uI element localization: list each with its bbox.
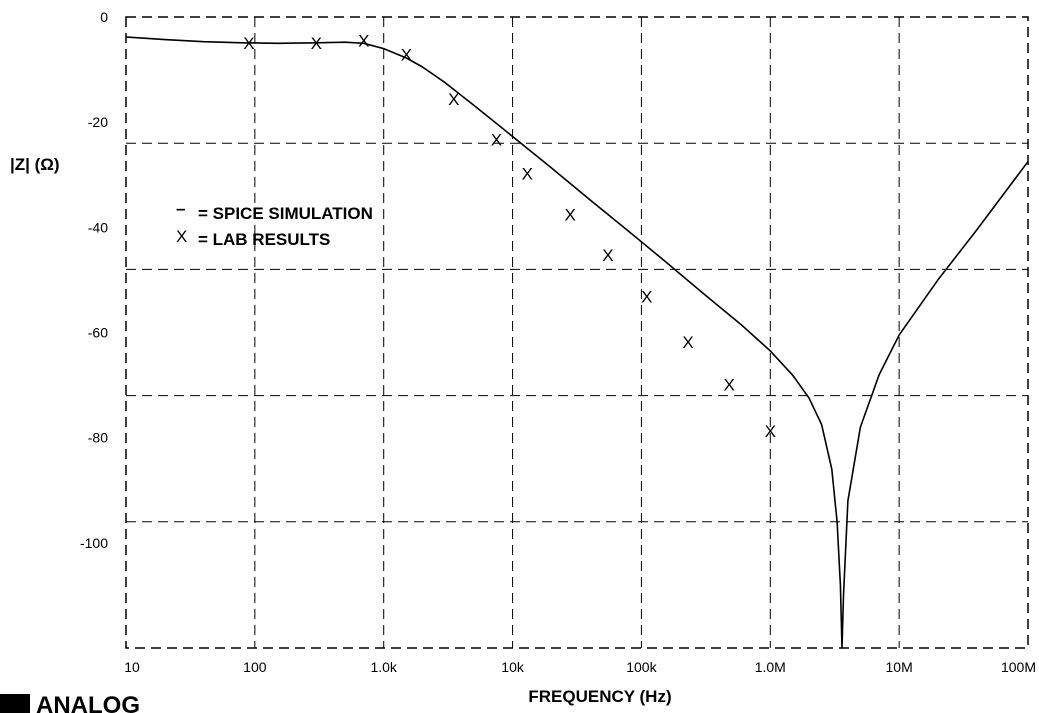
y-tick-label: -100 [80,535,108,551]
y-tick-label: 0 [100,9,108,25]
lab-result-marker: X [243,34,254,53]
lab-result-marker: X [565,206,576,225]
plot-border [125,16,1029,649]
lab-result-marker: X [491,131,502,150]
grid [125,16,1029,649]
x-tick-label: 1.0k [370,659,397,675]
lab-result-marker: X [401,45,412,64]
x-tick-label: 100k [626,659,657,675]
series-layer: X X X X X X X X X X X X X [125,32,1029,649]
x-tick-label: 1.0M [755,659,786,675]
lab-result-marker: X [682,333,693,352]
legend-symbol-line: – [176,199,185,218]
legend: – = SPICE SIMULATION X = LAB RESULTS [176,199,373,249]
lab-result-marker: X [522,165,533,184]
legend-label-spice: = SPICE SIMULATION [198,204,373,223]
lab-result-marker: X [311,34,322,53]
lab-result-marker: X [602,246,613,265]
x-tick-labels: 10 100 1.0k 10k 100k 1.0M 10M 100M [124,659,1036,675]
x-tick-label: 10M [886,659,913,675]
y-tick-label: -20 [88,114,108,130]
lab-result-marker: X [641,288,652,307]
logo: ANALOG [0,692,140,713]
lab-result-marker: X [765,422,776,441]
legend-label-lab: = LAB RESULTS [198,230,330,249]
x-tick-label: 100M [1001,659,1036,675]
y-tick-label: -60 [88,325,108,341]
lab-result-marker: X [448,90,459,109]
x-tick-label: 100 [243,659,267,675]
y-axis-label: |Z| (Ω) [10,155,60,174]
x-tick-label: 10k [501,659,525,675]
logo-text: ANALOG [36,692,140,713]
y-tick-labels: 0 -20 -40 -60 -80 -100 [80,9,108,551]
x-tick-label: 10 [124,659,140,675]
spice-simulation-line [125,36,1029,649]
lab-result-marker: X [358,32,369,51]
y-tick-label: -40 [88,219,108,235]
logo-triangle-icon [0,694,30,713]
lab-result-marker: X [724,376,735,395]
legend-symbol-x: X [176,227,187,246]
x-axis-label: FREQUENCY (Hz) [528,687,671,706]
y-tick-label: -80 [88,430,108,446]
